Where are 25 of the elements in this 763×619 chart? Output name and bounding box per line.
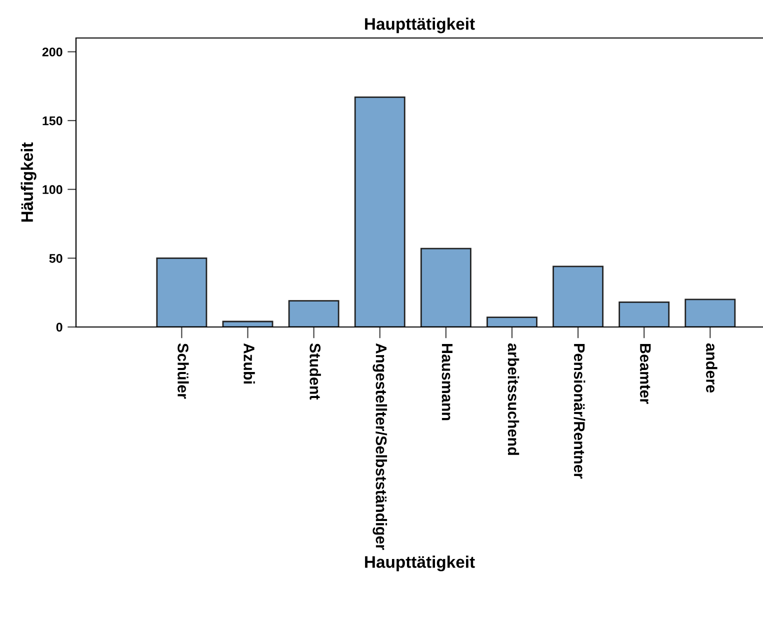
y-tick-label: 50 [49, 254, 62, 263]
x-tick-label: Beamter [640, 344, 651, 404]
x-tick-label: Student [310, 343, 321, 400]
bar [618, 302, 670, 327]
bar [486, 316, 538, 327]
x-tick-label: Angestellter/Selbstständiger [372, 343, 388, 550]
x-tick-label: andere [706, 343, 718, 393]
y-tick-label: 150 [42, 116, 62, 126]
bar [354, 96, 406, 327]
y-tick-label: 100 [42, 185, 62, 194]
bar [420, 248, 472, 327]
y-tick-label: 0 [56, 322, 62, 332]
y-axis-title: Häufigkeit [20, 142, 36, 222]
y-tick-label: 200 [42, 48, 62, 56]
x-axis-title: Haupttätigkeit [365, 556, 475, 572]
x-tick-label: arbeitssuchend [508, 343, 520, 455]
x-tick-label: Hausmann [442, 344, 452, 420]
x-tick-label: Schüler [178, 343, 189, 399]
bar [552, 266, 604, 327]
chart-title: Haupttätigkeit [365, 18, 475, 34]
bar [684, 298, 736, 327]
x-tick-label: Azubi [244, 343, 255, 384]
bar [156, 257, 208, 327]
x-tick-label: Pensionär/Rentner [574, 344, 586, 479]
bar [288, 300, 340, 327]
